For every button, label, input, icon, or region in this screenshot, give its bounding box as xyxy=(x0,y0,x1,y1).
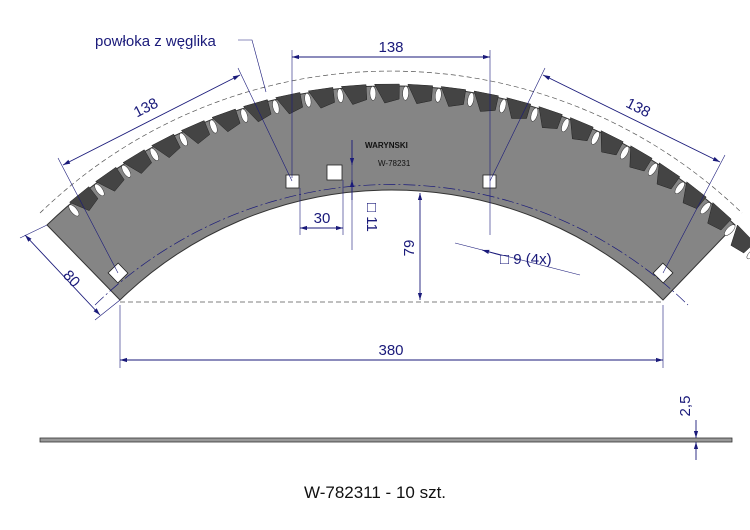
dim-text: 30 xyxy=(314,210,331,227)
notch xyxy=(724,224,736,236)
blade-marking: W-78231 xyxy=(378,159,411,168)
dim-line xyxy=(481,249,501,256)
callout: powłoka z węglika xyxy=(95,33,217,50)
ext-line xyxy=(19,224,48,239)
leader xyxy=(238,39,267,93)
logo: WARYNSKI xyxy=(365,141,408,150)
blade xyxy=(46,85,736,301)
ext-line xyxy=(489,67,546,182)
tooth xyxy=(730,224,750,254)
notch xyxy=(272,99,280,114)
notch xyxy=(336,88,344,103)
notch xyxy=(240,108,249,123)
leader xyxy=(454,242,581,276)
tooth xyxy=(656,162,681,190)
dim-text: 79 xyxy=(401,240,418,257)
tooth xyxy=(374,83,400,104)
side-view xyxy=(39,437,733,443)
notch xyxy=(402,85,409,101)
hole xyxy=(326,164,343,181)
dim-text: 138 xyxy=(623,95,653,122)
notch xyxy=(499,98,507,114)
tooth xyxy=(340,84,368,105)
tooth xyxy=(307,87,335,109)
dim-text: 380 xyxy=(378,342,403,359)
dim-text: 2,5 xyxy=(677,396,694,417)
dim-line xyxy=(542,74,721,163)
ext-line xyxy=(57,157,119,274)
notch xyxy=(304,92,312,108)
blade-body xyxy=(46,85,736,301)
dim-line xyxy=(62,74,241,166)
hole-center-arc xyxy=(94,184,689,306)
notch xyxy=(434,88,442,103)
notch xyxy=(700,202,711,215)
dim-text: 80 xyxy=(59,267,83,291)
tooth xyxy=(506,97,532,119)
notch xyxy=(369,86,377,101)
tooth xyxy=(473,90,499,112)
dim-text: □ 9 (4x) xyxy=(500,251,552,268)
notch xyxy=(94,183,105,197)
dim-text: □ 11 xyxy=(363,203,380,232)
dim-text: 138 xyxy=(378,39,403,56)
tooth xyxy=(69,186,99,211)
tooth xyxy=(707,202,732,231)
notch xyxy=(648,163,658,176)
tooth xyxy=(407,84,433,104)
ext-line xyxy=(237,67,293,182)
ext-line xyxy=(94,299,121,321)
notch xyxy=(467,92,475,107)
caption: W-782311 - 10 szt. xyxy=(304,483,446,502)
hole xyxy=(285,174,300,189)
notch xyxy=(68,204,80,217)
tooth xyxy=(95,166,125,192)
notch xyxy=(121,164,132,178)
ext-line xyxy=(662,154,726,274)
notch xyxy=(674,181,685,195)
tooth xyxy=(243,99,272,123)
hole xyxy=(482,174,497,189)
dim-line xyxy=(24,234,101,316)
tooth xyxy=(440,86,467,107)
notch xyxy=(530,107,539,122)
